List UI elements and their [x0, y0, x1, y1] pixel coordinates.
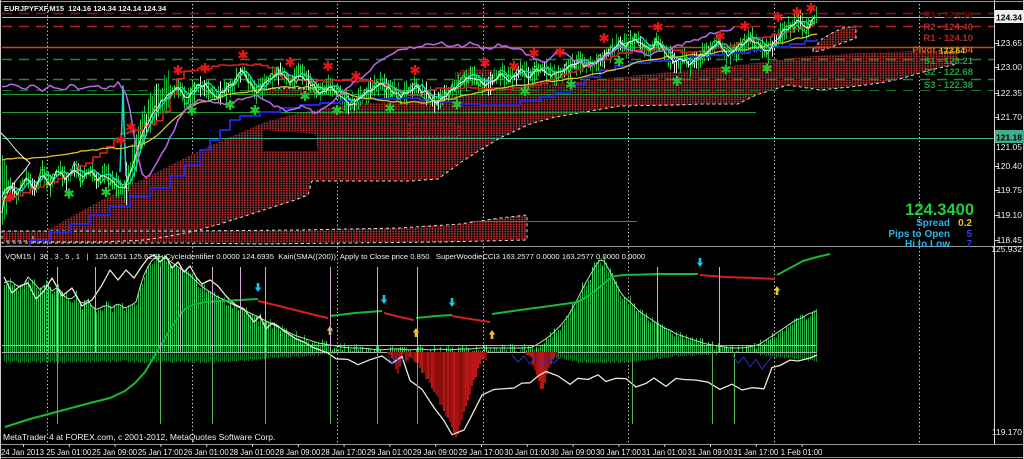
svg-text:25 Jan 09:00: 25 Jan 09:00: [92, 448, 138, 457]
svg-text:30 Jan 09:00: 30 Jan 09:00: [550, 448, 596, 457]
svg-text:121.05: 121.05: [996, 142, 1022, 152]
svg-text:30 Jan 01:00: 30 Jan 01:00: [504, 448, 550, 457]
svg-text:31 Jan 01:00: 31 Jan 01:00: [642, 448, 688, 457]
svg-text:1 Feb 01:00: 1 Feb 01:00: [781, 448, 823, 457]
svg-text:7: 7: [966, 239, 972, 250]
svg-text:S1 - 123.21: S1 - 123.21: [924, 56, 974, 67]
svg-text:123.00: 123.00: [996, 62, 1022, 72]
svg-text:0.2: 0.2: [958, 218, 972, 229]
svg-text:Pivot - 123.54: Pivot - 123.54: [912, 45, 973, 56]
svg-text:R2 - 124.40: R2 - 124.40: [923, 22, 973, 33]
svg-text:29 Jan 09:00: 29 Jan 09:00: [413, 448, 459, 457]
svg-text:120.40: 120.40: [996, 161, 1022, 171]
svg-text:29 Jan 17:00: 29 Jan 17:00: [458, 448, 504, 457]
svg-text:121.18: 121.18: [996, 133, 1022, 143]
svg-text:Spread: Spread: [916, 218, 950, 229]
svg-text:123.64: 123.64: [939, 46, 965, 56]
svg-text:119.75: 119.75: [997, 185, 1023, 195]
svg-text:124.3400: 124.3400: [905, 201, 974, 219]
svg-text:EURJPYFXF,M15 124.16 124.34 1: EURJPYFXF,M15 124.16 124.34 124.14 124.3…: [4, 4, 167, 13]
svg-text:R3 - 124.96: R3 - 124.96: [923, 10, 973, 21]
svg-text:119.170: 119.170: [992, 427, 1022, 437]
svg-text:28 Jan 17:00: 28 Jan 17:00: [321, 448, 367, 457]
svg-text:118.45: 118.45: [997, 235, 1023, 245]
svg-text:29 Jan 01:00: 29 Jan 01:00: [367, 448, 413, 457]
svg-text:MetaTrader 4 at FOREX.com, c 2: MetaTrader 4 at FOREX.com, c 2001-2012, …: [3, 432, 275, 442]
svg-text:125.932: 125.932: [991, 244, 1022, 254]
svg-text:119.10: 119.10: [997, 210, 1023, 220]
svg-text:122.35: 122.35: [996, 88, 1022, 98]
svg-text:25 Jan 01:00: 25 Jan 01:00: [46, 448, 92, 457]
svg-text:R1 - 124.10: R1 - 124.10: [923, 33, 973, 44]
svg-text:28 Jan 09:00: 28 Jan 09:00: [275, 448, 321, 457]
svg-text:31 Jan 17:00: 31 Jan 17:00: [733, 448, 779, 457]
svg-text:123.65: 123.65: [996, 38, 1022, 48]
svg-text:121.70: 121.70: [996, 112, 1022, 122]
svg-text:26 Jan 01:00: 26 Jan 01:00: [184, 448, 230, 457]
svg-text:30 Jan 17:00: 30 Jan 17:00: [596, 448, 642, 457]
svg-text:Pips to Open: Pips to Open: [888, 229, 950, 240]
svg-text:28 Jan 01:00: 28 Jan 01:00: [229, 448, 275, 457]
svg-text:Hi to Low: Hi to Low: [905, 239, 950, 250]
svg-text:31 Jan 09:00: 31 Jan 09:00: [687, 448, 733, 457]
svg-text:S3 - 122.38: S3 - 122.38: [924, 80, 973, 91]
svg-text:5: 5: [966, 229, 972, 240]
svg-text:24 Jan 2013: 24 Jan 2013: [1, 448, 44, 457]
svg-text:VQM15 | 36 , 3 , 5 , 1 |: VQM15 | 36 , 3 , 5 , 1 | 125.6251 125.62…: [5, 252, 645, 261]
svg-text:S2 - 122.68: S2 - 122.68: [924, 67, 973, 78]
svg-text:124.34: 124.34: [996, 13, 1022, 23]
svg-text:25 Jan 17:00: 25 Jan 17:00: [138, 448, 184, 457]
